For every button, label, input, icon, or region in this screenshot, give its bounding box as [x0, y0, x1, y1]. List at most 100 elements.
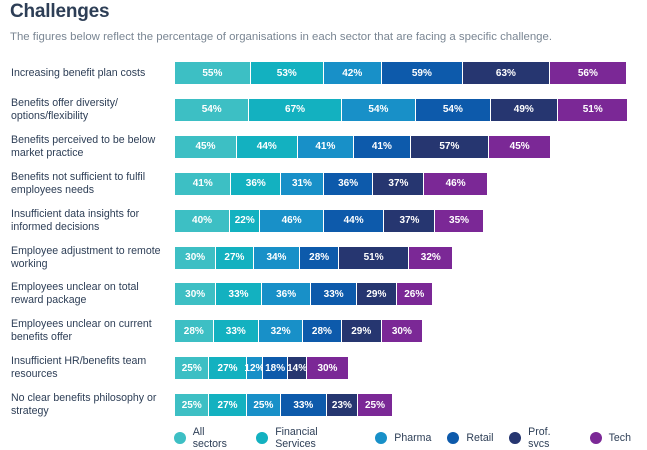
category-label: Increasing benefit plan costs [11, 67, 146, 79]
bar-segment: 57% [410, 135, 490, 158]
data-label: 25% [364, 399, 385, 411]
legend-label: Tech [608, 432, 631, 444]
data-label: 26% [404, 288, 425, 300]
bar-segment: 30% [381, 320, 424, 343]
data-label: 28% [311, 325, 332, 337]
data-label: 67% [285, 104, 306, 116]
bar-segment: 37% [384, 209, 436, 232]
data-label: 29% [351, 325, 372, 337]
data-label: 33% [225, 325, 246, 337]
category-label: Insufficient HR/benefits team resources [11, 355, 147, 381]
bar-segment: 59% [381, 62, 463, 84]
legend-item: Tech [589, 432, 631, 444]
bar-segment: 56% [549, 62, 627, 84]
category-label: Benefits perceived to be below market pr… [11, 133, 156, 159]
data-label: 23% [331, 399, 352, 411]
data-label: 27% [217, 399, 238, 411]
chart-subtitle: The figures below reflect the percentage… [10, 31, 553, 43]
bar-segment: 36% [323, 172, 374, 195]
data-label: 45% [195, 141, 216, 153]
data-label: 12% [244, 362, 265, 374]
bar-segment: 25% [175, 357, 210, 380]
legend-item: Prof. svcs [509, 426, 573, 450]
bar-segment: 54% [341, 98, 417, 121]
data-label: 41% [371, 141, 392, 153]
data-label: 32% [270, 325, 291, 337]
bar-segment: 27% [209, 357, 247, 380]
bar-segment: 27% [216, 246, 254, 269]
legend-item: Financial Services [256, 426, 359, 450]
data-label: 37% [399, 215, 420, 227]
data-label: 56% [577, 67, 598, 79]
bar-segment: 53% [250, 62, 324, 84]
bar-segment: 30% [175, 246, 217, 269]
bar-segment: 46% [424, 172, 488, 195]
bar-segment: 18% [263, 357, 288, 380]
legend-item: All sectors [174, 426, 240, 450]
bar-segment: 32% [259, 320, 304, 343]
bar-segment: 29% [356, 283, 397, 306]
data-label: 53% [276, 67, 297, 79]
data-label: 33% [293, 399, 314, 411]
bar-segment: 36% [261, 283, 312, 306]
data-label: 44% [256, 141, 277, 153]
data-label: 32% [420, 252, 441, 263]
bar-segment: 30% [307, 357, 349, 380]
data-label: 46% [281, 215, 302, 227]
bar-segment: 33% [311, 283, 357, 306]
data-label: 33% [323, 288, 344, 300]
data-label: 51% [363, 252, 384, 263]
legend-swatch-icon [447, 432, 460, 444]
data-label: 54% [201, 104, 222, 116]
bar-segment: 14% [287, 357, 308, 380]
bar-segment: 41% [354, 135, 411, 158]
data-label: 33% [228, 288, 249, 300]
bar-segment: 29% [341, 320, 382, 343]
bar-segment: 54% [416, 98, 491, 121]
data-label: 59% [411, 67, 432, 79]
bar-segment: 45% [489, 135, 552, 158]
bar-segment: 12% [244, 357, 265, 380]
data-label: 41% [192, 178, 213, 190]
data-label: 29% [366, 288, 387, 300]
data-label: 36% [338, 178, 359, 190]
bar-segment: 31% [281, 172, 324, 195]
data-label: 30% [391, 325, 412, 337]
legend-swatch-icon [256, 432, 269, 444]
legend-swatch-icon [509, 432, 522, 444]
category-label: Employee adjustment to remote working [11, 244, 161, 270]
data-label: 57% [439, 141, 460, 153]
bar-segment: 37% [373, 172, 425, 195]
legend-swatch-icon [589, 432, 602, 444]
legend-label: Pharma [394, 432, 432, 444]
bar-segment: 33% [216, 283, 262, 306]
legend-item: Retail [447, 432, 493, 444]
bar-segment: 22% [230, 209, 261, 232]
bar-segment: 25% [246, 394, 282, 417]
data-label: 27% [217, 362, 238, 374]
data-label: 63% [495, 67, 516, 79]
data-label: 42% [342, 67, 363, 79]
data-label: 22% [234, 215, 255, 227]
category-label: Insufficient data insights for informed … [11, 207, 140, 233]
data-label: 40% [192, 215, 213, 227]
bar-segment: 54% [175, 98, 250, 121]
data-label: 44% [343, 215, 364, 227]
bar-segment: 55% [175, 62, 251, 84]
category-label: Employees unclear on total reward packag… [11, 281, 139, 307]
category-label: Benefits offer diversity/ options/flexib… [11, 96, 118, 122]
data-label: 30% [317, 362, 338, 374]
data-label: 51% [582, 104, 603, 116]
bar-segment: 33% [213, 320, 260, 343]
data-label: 41% [315, 141, 336, 153]
data-label: 25% [253, 399, 274, 411]
bar-segment: 63% [463, 62, 550, 84]
data-label: 54% [442, 104, 463, 116]
data-label: 45% [509, 141, 530, 153]
data-label: 55% [202, 67, 223, 79]
bar-segment: 28% [300, 246, 339, 269]
bar-segment: 27% [209, 394, 247, 417]
data-label: 36% [245, 178, 266, 190]
legend-item: Pharma [375, 432, 431, 444]
bar-segment: 41% [297, 135, 355, 158]
